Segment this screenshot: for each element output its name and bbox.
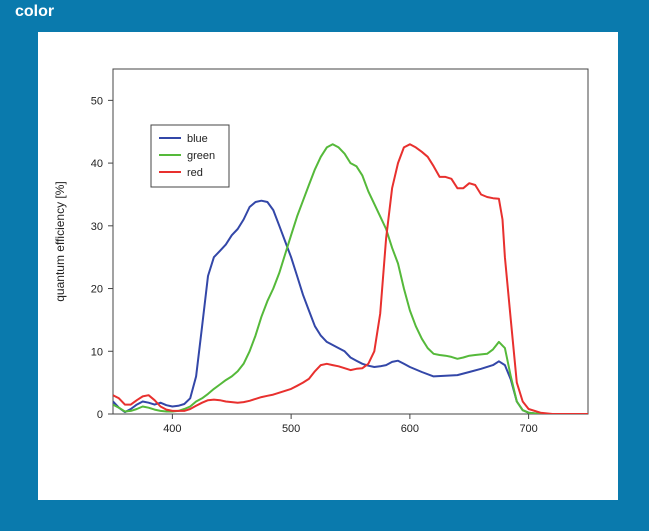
x-tick-label: 500 bbox=[282, 423, 300, 435]
plot-area bbox=[112, 68, 589, 415]
x-tick-label: 700 bbox=[519, 423, 537, 435]
chart-panel: 400 500 600 700 0 10 20 30 40 50 quantum efficien… bbox=[38, 32, 618, 500]
y-tick-label: 30 bbox=[91, 221, 103, 233]
header-label: color bbox=[15, 3, 55, 20]
y-tick-label: 0 bbox=[97, 409, 103, 421]
tick-labels: 400 500 600 700 0 10 20 30 40 50 bbox=[91, 95, 538, 435]
y-tick-label: 20 bbox=[91, 284, 103, 296]
legend-label-blue: blue bbox=[187, 133, 208, 145]
y-tick-label: 10 bbox=[91, 346, 103, 358]
series-line-red bbox=[113, 143, 588, 414]
series-lines bbox=[113, 143, 588, 414]
y-tick-label: 40 bbox=[91, 158, 103, 170]
legend-label-red: red bbox=[187, 167, 203, 179]
y-tick-label: 50 bbox=[91, 95, 103, 107]
x-tick-label: 400 bbox=[163, 423, 181, 435]
legend: blue green red bbox=[150, 124, 230, 188]
series-line-green bbox=[113, 143, 588, 414]
legend-label-green: green bbox=[187, 150, 215, 162]
y-axis-label: quantum efficiency [%] bbox=[53, 181, 67, 302]
x-tick-label: 600 bbox=[401, 423, 419, 435]
series-line-blue bbox=[113, 199, 588, 414]
axes bbox=[112, 68, 589, 415]
line-chart: 400 500 600 700 0 10 20 30 40 50 quantum efficien… bbox=[53, 68, 589, 435]
